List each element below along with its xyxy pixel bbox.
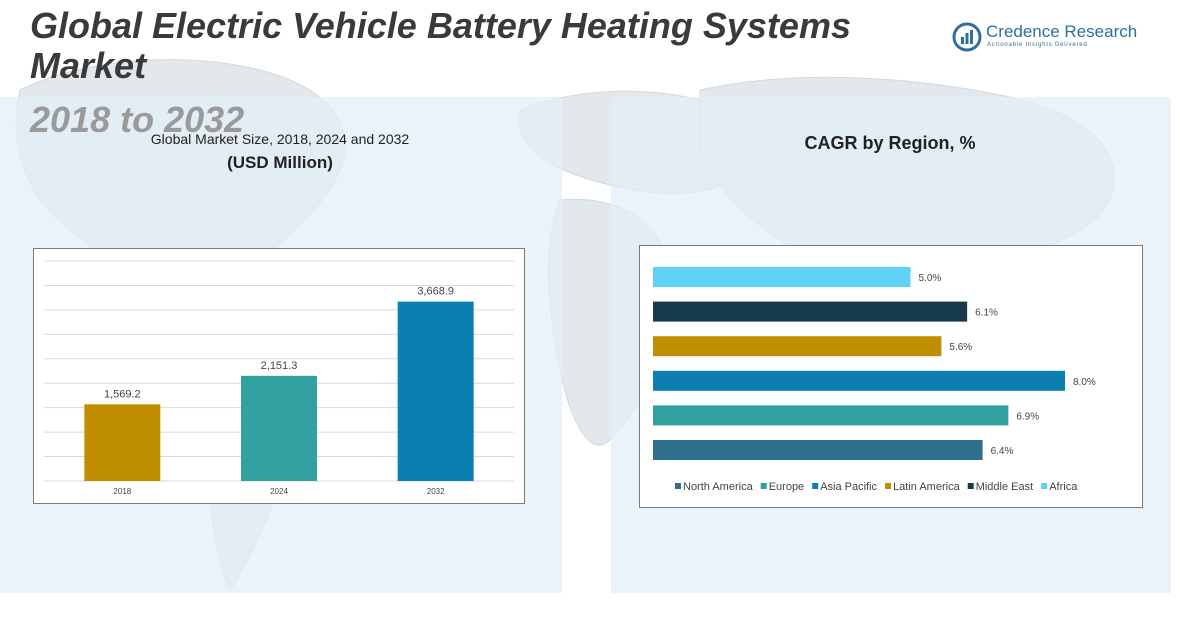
cagr-chart-title: CAGR by Region, % (804, 133, 976, 153)
legend-label-latin-america: Latin America (893, 481, 961, 493)
market-size-chart-unit: (USD Million) (227, 153, 333, 172)
cagr-chart: 5.0% 6.1% 5.6% 8.0% 6.9% 6.4% North America Eur… (639, 245, 1143, 508)
data-label-north-america: 6.4% (991, 446, 1014, 457)
page-subtitle: 2018 to 2032 (30, 99, 245, 140)
cagr-chart-svg: 5.0% 6.1% 5.6% 8.0% 6.9% 6.4% North America Eur… (653, 267, 1096, 493)
legend-label-asia-pacific: Asia Pacific (820, 481, 877, 493)
data-label-asia-pacific: 8.0% (1073, 377, 1096, 388)
legend-swatch-africa (1041, 483, 1048, 489)
bar-africa (653, 267, 911, 287)
market-size-chart-title: Global Market Size, 2018, 2024 and 2032 (150, 131, 410, 147)
bar-north-america (653, 440, 983, 460)
bar-2024 (241, 375, 317, 481)
data-label-middle-east: 6.1% (975, 308, 998, 319)
x-tick-label-2032: 2032 (427, 487, 445, 496)
bar-2018 (84, 404, 161, 481)
legend-swatch-north-america (675, 483, 681, 489)
legend-label-africa: Africa (1049, 481, 1078, 493)
legend-swatch-asia-pacific (812, 483, 819, 489)
bar-europe (653, 405, 1009, 426)
logo-name: Credence Research (986, 22, 1138, 41)
data-label-2024: 2,151.3 (261, 360, 298, 372)
legend-label-middle-east: Middle East (976, 481, 1033, 493)
x-tick-label-2024: 2024 (270, 487, 288, 496)
market-size-chart-svg: 1,569.2 2018 2,151.3 2024 3,668.9 2032 (44, 260, 514, 496)
data-label-2032: 3,668.9 (417, 286, 454, 298)
legend-swatch-europe (760, 483, 767, 489)
legend-label-north-america: North America (683, 481, 754, 493)
logo-tagline: Actionable Insights Delivered (987, 42, 1088, 48)
bar-middle-east (653, 301, 968, 322)
bar-asia-pacific (653, 370, 1065, 391)
data-label-2018: 1,569.2 (104, 388, 141, 400)
data-label-europe: 6.9% (1016, 411, 1039, 422)
data-label-africa: 5.0% (919, 273, 942, 284)
bar-2032 (397, 301, 474, 481)
x-tick-label-2018: 2018 (113, 487, 131, 496)
legend-swatch-middle-east (967, 483, 974, 489)
market-size-chart: 1,569.2 2018 2,151.3 2024 3,668.9 2032 (33, 248, 525, 504)
legend-label-europe: Europe (769, 481, 804, 493)
bar-latin-america (653, 336, 942, 357)
data-label-latin-america: 5.6% (949, 342, 972, 353)
legend-swatch-latin-america (885, 483, 892, 489)
page-title: Global Electric Vehicle Battery Heating … (30, 5, 851, 86)
logo-icon (952, 22, 982, 52)
credence-research-logo: Credence Research Actionable Insights De… (952, 20, 1152, 54)
